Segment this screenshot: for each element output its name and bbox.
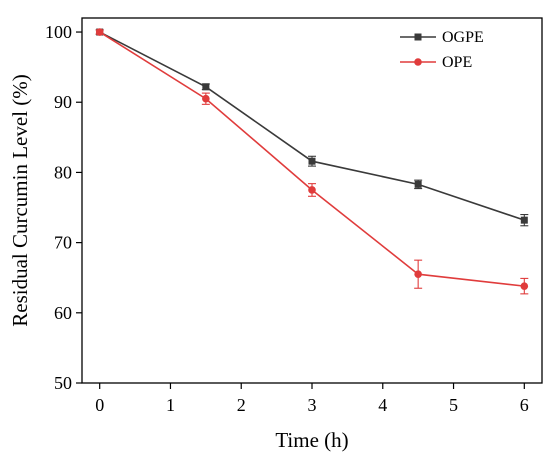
data-point (95, 28, 104, 36)
plot-frame (81, 17, 543, 384)
x-tick-label: 4 (378, 395, 387, 415)
data-point (414, 270, 422, 279)
legend-item-ope: OPE (400, 54, 472, 71)
y-tick-label: 90 (54, 92, 72, 112)
x-tick-label: 0 (95, 395, 104, 415)
data-point (308, 157, 316, 165)
y-ticks: 50 60 70 80 90 100 (45, 22, 82, 393)
y-axis-label: Residual Curcumin Level (%) (8, 74, 32, 327)
axes (81, 17, 543, 384)
x-axis-label: Time (h) (275, 428, 348, 452)
series-group (95, 28, 529, 295)
legend-item-ogpe: OGPE (400, 29, 484, 46)
y-tick-label: 50 (54, 373, 72, 393)
y-tick-label: 60 (54, 303, 72, 323)
legend-marker (414, 58, 422, 66)
x-ticks: 0 1 2 3 4 5 6 (95, 383, 529, 415)
data-point (202, 94, 210, 103)
x-tick-label: 3 (308, 395, 317, 415)
x-tick-label: 5 (449, 395, 458, 415)
x-tick-label: 2 (237, 395, 246, 415)
x-tick-label: 1 (166, 395, 175, 415)
y-tick-label: 80 (54, 162, 72, 182)
data-point (202, 83, 210, 91)
legend-label: OPE (442, 54, 472, 71)
data-point (414, 180, 422, 188)
data-point (308, 186, 316, 194)
y-tick-label: 100 (45, 22, 72, 42)
legend-label: OGPE (442, 29, 484, 46)
legend-marker (414, 33, 422, 41)
data-point (520, 216, 528, 224)
series-ogpe (95, 28, 529, 227)
y-tick-label: 70 (54, 233, 72, 253)
legend: OGPE OPE (400, 29, 484, 71)
x-tick-label: 6 (520, 395, 529, 415)
data-point (520, 282, 529, 290)
series-ope (95, 28, 529, 295)
